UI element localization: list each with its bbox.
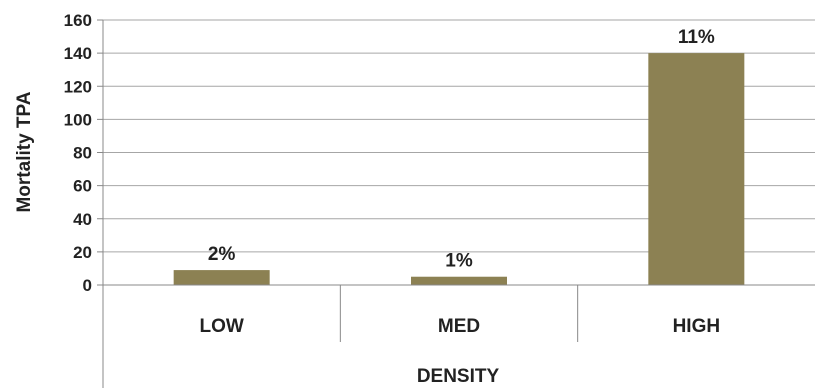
bar-high — [648, 53, 745, 285]
y-tick-label: 100 — [64, 110, 92, 129]
x-axis-title: DENSITY — [417, 366, 500, 387]
bar-low — [173, 270, 270, 285]
y-axis-title: Mortality TPA — [14, 91, 35, 212]
category-label-low: LOW — [200, 316, 244, 337]
data-label-low: 2% — [208, 244, 236, 265]
data-label-med: 1% — [445, 251, 473, 272]
bar-med — [411, 276, 507, 285]
y-tick-label: 40 — [73, 210, 92, 229]
y-tick-label: 20 — [73, 243, 92, 262]
data-label-high: 11% — [678, 27, 715, 48]
y-tick-label: 120 — [64, 77, 92, 96]
y-tick-label: 140 — [64, 44, 92, 63]
y-tick-label: 160 — [64, 11, 92, 30]
category-label-high: HIGH — [673, 316, 721, 337]
y-tick-label: 0 — [83, 276, 92, 295]
y-tick-label: 60 — [73, 177, 92, 196]
axes — [97, 19, 815, 388]
labels: 0 20 40 60 80 100 120 140 160 2% LOW 1% MED 11% HIGH — [64, 11, 720, 337]
bars — [173, 53, 745, 285]
y-tick-label: 80 — [73, 144, 92, 163]
gridlines — [103, 19, 815, 253]
category-label-med: MED — [438, 316, 480, 337]
